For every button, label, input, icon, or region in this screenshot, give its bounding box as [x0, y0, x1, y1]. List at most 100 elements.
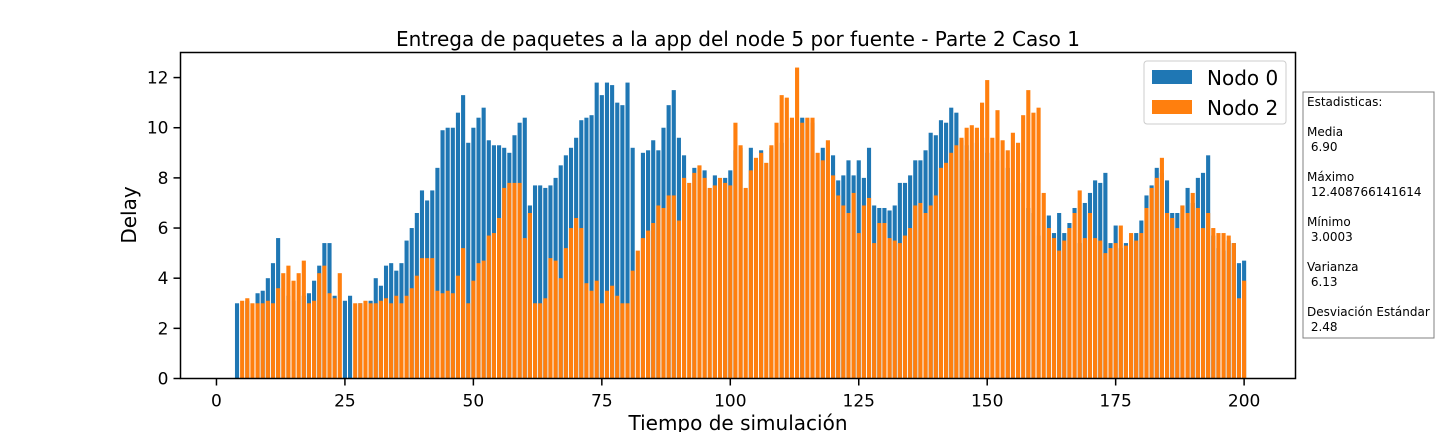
bar-nodo-0	[543, 187, 548, 379]
bar-nodo-2	[687, 182, 692, 379]
bar-nodo-2	[383, 298, 389, 379]
x-axis-label: Tiempo de simulación	[627, 411, 847, 432]
bar-nodo-0	[532, 185, 538, 379]
bar-nodo-0	[461, 95, 466, 379]
bar-nodo-2	[712, 185, 717, 379]
x-tick-label: 100	[714, 392, 746, 412]
bar-nodo-2	[260, 303, 265, 379]
bar-nodo-2	[589, 290, 594, 379]
chart-title: Entrega de paquetes a la app del node 5 …	[396, 27, 1080, 51]
bar-nodo-0	[599, 95, 604, 379]
bar-nodo-2	[918, 202, 923, 379]
bar-nodo-2	[301, 260, 306, 379]
bar-nodo-2	[1211, 228, 1216, 379]
bar-nodo-2	[779, 95, 784, 379]
bar-nodo-2	[358, 303, 363, 379]
x-tick-label: 75	[591, 392, 613, 412]
bar-nodo-2	[378, 300, 383, 379]
x-axis-ticks: 0 25 50 75 100 125 150 175 200	[211, 378, 1260, 412]
bar-nodo-2	[635, 250, 640, 379]
bar-nodo-2	[1046, 228, 1051, 379]
bar-nodo-2	[445, 290, 450, 379]
bar-nodo-2	[969, 125, 974, 379]
bar-nodo-2	[743, 187, 748, 379]
bar-nodo-0	[348, 295, 353, 379]
x-tick-label: 25	[334, 392, 356, 412]
bar-nodo-2	[553, 260, 558, 379]
legend-swatch-nodo-0	[1152, 70, 1192, 84]
bar-nodo-2	[646, 230, 651, 379]
y-axis-ticks: 0 2 4 6 8 10 12	[147, 69, 181, 390]
bar-nodo-2	[748, 170, 753, 379]
bar-nodo-2	[476, 263, 481, 379]
y-tick-label: 2	[158, 319, 169, 339]
bar-nodo-2	[497, 218, 502, 379]
bar-nodo-2	[728, 185, 733, 379]
stats-box: Estadisticas: Media 6.90 Máximo 12.40876…	[1302, 91, 1435, 339]
bar-nodo-2	[286, 265, 291, 379]
bar-nodo-2	[1015, 142, 1021, 379]
bar-nodo-2	[856, 233, 861, 379]
bar-nodo-2	[1134, 240, 1139, 379]
bar-nodo-0	[594, 82, 599, 379]
bar-nodo-2	[851, 192, 856, 379]
bar-nodo-2	[640, 238, 645, 379]
bar-nodo-2	[322, 265, 327, 379]
legend-label-nodo-0: Nodo 0	[1207, 66, 1278, 90]
x-tick-label: 0	[211, 392, 222, 412]
bar-nodo-2	[512, 182, 517, 379]
bar-nodo-2	[1082, 238, 1087, 379]
bar-nodo-2	[353, 303, 358, 379]
bar-nodo-2	[707, 187, 712, 379]
bar-nodo-2	[1200, 228, 1206, 379]
bar-nodo-2	[1175, 228, 1180, 379]
bar-nodo-2	[440, 293, 445, 379]
bar-nodo-0	[471, 127, 476, 379]
bar-nodo-2	[409, 288, 414, 379]
y-tick-label: 12	[147, 69, 169, 89]
bar-nodo-2	[522, 238, 527, 379]
bar-nodo-0	[476, 117, 481, 379]
bar-nodo-2	[656, 205, 661, 379]
bar-nodo-2	[671, 195, 676, 379]
stats-var-label: Varianza	[1307, 260, 1359, 274]
stats-var-value: 6.13	[1307, 275, 1338, 289]
bar-nodo-2	[897, 243, 902, 379]
bar-nodo-2	[861, 205, 866, 379]
bar-nodo-2	[1087, 212, 1093, 379]
stats-media-label: Media	[1307, 125, 1343, 139]
bar-nodo-2	[1077, 190, 1082, 379]
y-axis-label: Delay	[117, 186, 141, 244]
legend-label-nodo-2: Nodo 2	[1207, 96, 1278, 120]
bar-nodo-2	[1118, 225, 1123, 379]
bar-nodo-2	[923, 212, 928, 379]
bar-nodo-2	[769, 145, 774, 379]
bar-nodo-2	[1216, 233, 1221, 379]
bar-nodo-0	[620, 105, 625, 379]
bar-nodo-2	[425, 258, 430, 379]
bar-nodo-2	[563, 248, 568, 379]
bar-nodo-0	[466, 142, 471, 379]
bar-nodo-2	[815, 152, 820, 379]
bar-nodo-2	[414, 275, 419, 379]
bar-nodo-2	[1072, 212, 1077, 379]
bar-nodo-0	[630, 147, 635, 379]
bar-nodo-2	[615, 295, 620, 379]
bars-layer	[234, 67, 1247, 379]
bar-nodo-2	[1242, 280, 1247, 379]
bar-nodo-2	[1180, 205, 1185, 379]
bar-nodo-2	[764, 162, 769, 379]
bar-nodo-2	[938, 167, 944, 379]
bar-nodo-2	[666, 195, 671, 379]
bar-nodo-2	[784, 97, 789, 379]
bar-nodo-2	[753, 157, 759, 379]
bar-nodo-2	[985, 80, 990, 379]
bar-nodo-2	[825, 140, 830, 379]
bar-nodo-2	[466, 303, 471, 379]
bar-nodo-2	[625, 303, 630, 379]
bar-nodo-2	[610, 285, 615, 379]
bar-nodo-0	[234, 303, 240, 379]
bar-nodo-2	[892, 240, 897, 379]
x-tick-label: 50	[463, 392, 485, 412]
bar-nodo-2	[928, 205, 933, 379]
